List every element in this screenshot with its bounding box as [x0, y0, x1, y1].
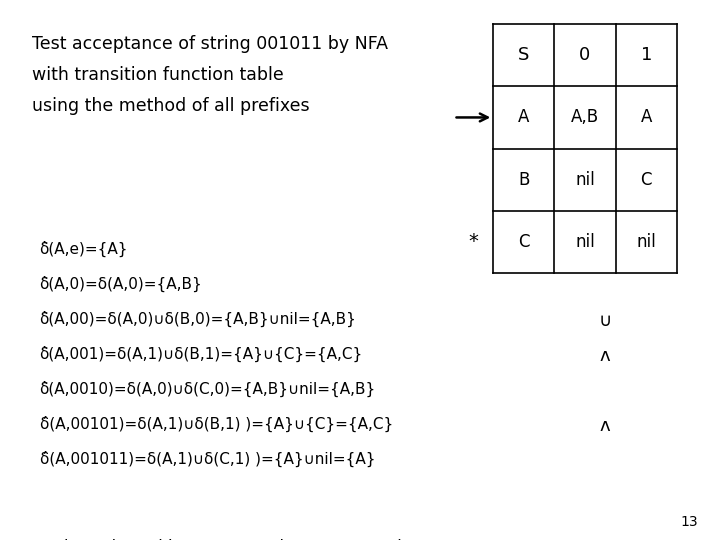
Text: δ̂(A,001)=δ(A,1)∪δ(B,1)={A}∪{C}={A,C}: δ̂(A,001)=δ(A,1)∪δ(B,1)={A}∪{C}={A,C} — [40, 346, 363, 362]
Text: nil: nil — [636, 233, 656, 251]
Text: A: A — [641, 109, 652, 126]
Text: 13: 13 — [681, 515, 698, 529]
Text: ʌ: ʌ — [600, 417, 610, 435]
Text: A,B: A,B — [571, 109, 599, 126]
Text: C: C — [641, 171, 652, 188]
Text: ∪: ∪ — [598, 312, 611, 330]
Text: A: A — [518, 109, 529, 126]
Text: String rejected because set does not contain C: String rejected because set does not con… — [40, 538, 428, 540]
Text: *: * — [468, 232, 478, 251]
Text: C: C — [518, 233, 529, 251]
Text: Test acceptance of string 001011 by NFA: Test acceptance of string 001011 by NFA — [32, 35, 388, 53]
Text: nil: nil — [575, 233, 595, 251]
Text: δ̂(A,001011)=δ(A,1)∪δ(C,1) )={A}∪nil={A}: δ̂(A,001011)=δ(A,1)∪δ(C,1) )={A}∪nil={A} — [40, 451, 375, 467]
Text: δ̂(A,00101)=δ(A,1)∪δ(B,1) )={A}∪{C}={A,C}: δ̂(A,00101)=δ(A,1)∪δ(B,1) )={A}∪{C}={A,C… — [40, 416, 393, 432]
Text: using the method of all prefixes: using the method of all prefixes — [32, 97, 310, 114]
Text: nil: nil — [575, 171, 595, 188]
Text: δ̂(A,0010)=δ(A,0)∪δ(C,0)={A,B}∪nil={A,B}: δ̂(A,0010)=δ(A,0)∪δ(C,0)={A,B}∪nil={A,B} — [40, 381, 376, 397]
Text: with transition function table: with transition function table — [32, 66, 284, 84]
Text: δ̂(A,e)={A}: δ̂(A,e)={A} — [40, 240, 128, 256]
Text: B: B — [518, 171, 529, 188]
Text: S: S — [518, 46, 529, 64]
Text: δ̂(A,0)=δ(A,0)={A,B}: δ̂(A,0)=δ(A,0)={A,B} — [40, 275, 202, 292]
Text: δ̂(A,00)=δ(A,0)∪δ(B,0)={A,B}∪nil={A,B}: δ̂(A,00)=δ(A,0)∪δ(B,0)={A,B}∪nil={A,B} — [40, 310, 356, 327]
Text: 1: 1 — [641, 46, 652, 64]
Text: 0: 0 — [580, 46, 590, 64]
Text: ʌ: ʌ — [600, 347, 610, 365]
